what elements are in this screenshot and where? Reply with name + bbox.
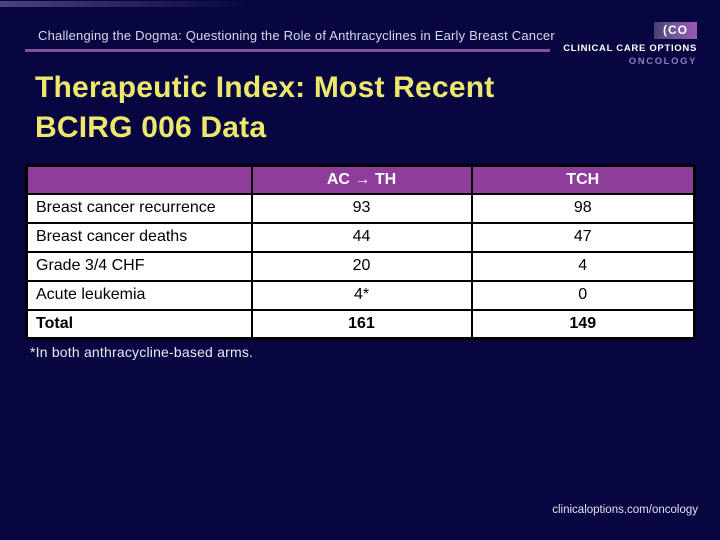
cell-value: 161: [250, 308, 473, 340]
header-divider-line: [25, 49, 550, 52]
slide-top-edge-highlight: [0, 1, 250, 7]
page-title-line1: Therapeutic Index: Most Recent: [35, 71, 495, 104]
therapeutic-index-table: AC → TH TCH Breast cancer recurrence 93 …: [25, 164, 696, 340]
cco-logo-icon: (CO: [654, 22, 697, 39]
cco-logo: (CO CLINICAL CARE OPTIONS ONCOLOGY: [563, 22, 697, 67]
page-title: Therapeutic Index: Most Recent BCIRG 006…: [35, 68, 494, 148]
column-header-tch: TCH: [470, 164, 696, 195]
table-corner-cell: [25, 164, 253, 195]
slide-header: Challenging the Dogma: Questioning the R…: [38, 28, 555, 43]
cell-value: 4*: [250, 279, 473, 311]
row-label: Grade 3/4 CHF: [25, 250, 253, 282]
cco-logo-division: ONCOLOGY: [628, 56, 697, 67]
footer-url: clinicaloptions.com/oncology: [552, 504, 698, 516]
table-row: Grade 3/4 CHF 20 4: [25, 250, 696, 282]
table-row: Acute leukemia 4* 0: [25, 279, 696, 311]
cell-value: 93: [250, 192, 473, 224]
table-row-total: Total 161 149: [25, 308, 696, 340]
cell-value: 44: [250, 221, 473, 253]
cco-logo-name: CLINICAL CARE OPTIONS: [563, 43, 697, 54]
cell-value: 98: [470, 192, 696, 224]
table-row: Breast cancer deaths 44 47: [25, 221, 696, 253]
cell-value: 4: [470, 250, 696, 282]
cell-value: 149: [470, 308, 696, 340]
table-header-row: AC → TH TCH: [25, 164, 696, 195]
row-label: Acute leukemia: [25, 279, 253, 311]
table-row: Breast cancer recurrence 93 98: [25, 192, 696, 224]
column-header-ac-th: AC → TH: [250, 164, 473, 195]
row-label: Breast cancer deaths: [25, 221, 253, 253]
footnote: *In both anthracycline-based arms.: [30, 344, 254, 360]
cell-value: 47: [470, 221, 696, 253]
cell-value: 0: [470, 279, 696, 311]
row-label: Breast cancer recurrence: [25, 192, 253, 224]
cell-value: 20: [250, 250, 473, 282]
page-title-line2: BCIRG 006 Data: [35, 111, 267, 144]
row-label: Total: [25, 308, 253, 340]
